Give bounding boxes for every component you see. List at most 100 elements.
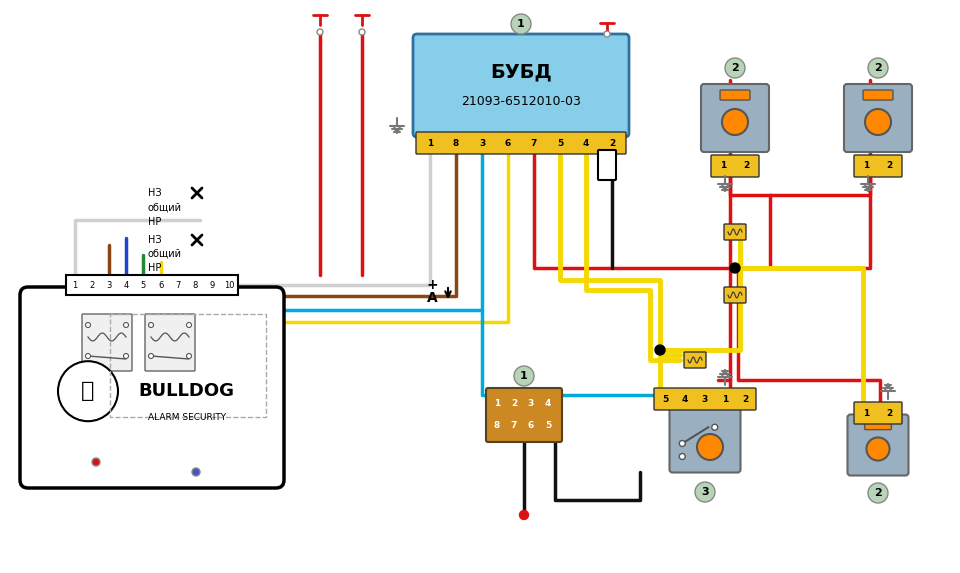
Text: 5: 5: [545, 422, 551, 430]
Circle shape: [192, 468, 200, 476]
Text: 1: 1: [427, 139, 433, 147]
FancyBboxPatch shape: [854, 155, 902, 177]
Circle shape: [149, 323, 154, 328]
FancyBboxPatch shape: [854, 402, 902, 424]
Text: 9: 9: [209, 281, 215, 289]
Circle shape: [867, 437, 890, 461]
Text: 5: 5: [141, 281, 146, 289]
FancyBboxPatch shape: [684, 352, 706, 368]
Circle shape: [604, 31, 610, 37]
FancyBboxPatch shape: [413, 34, 629, 137]
Text: 3: 3: [479, 139, 485, 147]
Text: 2: 2: [742, 394, 748, 403]
Text: 7: 7: [511, 422, 517, 430]
Text: 3: 3: [107, 281, 111, 289]
FancyBboxPatch shape: [20, 287, 284, 488]
FancyBboxPatch shape: [848, 414, 908, 476]
Text: ALARM SECURITY: ALARM SECURITY: [148, 413, 226, 422]
Text: НР: НР: [148, 263, 161, 273]
Circle shape: [865, 109, 891, 135]
Text: 2: 2: [732, 63, 739, 73]
Circle shape: [695, 482, 715, 502]
FancyBboxPatch shape: [669, 402, 740, 473]
Text: 7: 7: [531, 139, 538, 147]
Text: 1: 1: [72, 281, 77, 289]
Text: 2: 2: [875, 488, 882, 498]
FancyBboxPatch shape: [598, 150, 616, 180]
Circle shape: [519, 511, 529, 520]
Text: 8: 8: [493, 422, 500, 430]
FancyBboxPatch shape: [145, 314, 195, 371]
FancyBboxPatch shape: [66, 275, 238, 295]
Circle shape: [711, 424, 718, 430]
Circle shape: [655, 345, 665, 355]
Circle shape: [868, 483, 888, 503]
FancyBboxPatch shape: [654, 388, 756, 410]
Text: 1: 1: [720, 162, 727, 171]
Text: 1: 1: [517, 19, 525, 29]
Text: 5: 5: [661, 394, 668, 403]
Text: БУБД: БУБД: [491, 62, 552, 82]
Circle shape: [511, 14, 531, 34]
Circle shape: [722, 109, 748, 135]
Text: 2: 2: [511, 399, 517, 409]
Text: 4: 4: [682, 394, 688, 403]
Text: общий: общий: [148, 203, 182, 213]
Text: 2: 2: [886, 162, 893, 171]
Text: 6: 6: [505, 139, 511, 147]
Circle shape: [317, 29, 323, 35]
Text: общий: общий: [148, 249, 182, 259]
FancyBboxPatch shape: [711, 155, 759, 177]
FancyBboxPatch shape: [720, 90, 750, 100]
Text: 🐕: 🐕: [82, 381, 95, 401]
FancyBboxPatch shape: [701, 84, 769, 152]
Text: 2: 2: [743, 162, 750, 171]
Text: 7: 7: [175, 281, 180, 289]
Circle shape: [124, 354, 129, 359]
Text: 8: 8: [192, 281, 198, 289]
Text: BULLDOG: BULLDOG: [138, 382, 234, 400]
Text: 1: 1: [722, 394, 728, 403]
Text: 2: 2: [875, 63, 882, 73]
Circle shape: [680, 441, 685, 446]
Circle shape: [514, 366, 534, 386]
FancyBboxPatch shape: [844, 84, 912, 152]
Text: 21093-6512010-03: 21093-6512010-03: [461, 95, 581, 108]
FancyBboxPatch shape: [863, 90, 893, 100]
Circle shape: [697, 434, 723, 460]
Text: 1: 1: [863, 409, 870, 418]
Circle shape: [680, 453, 685, 460]
Circle shape: [730, 263, 740, 273]
Text: 4: 4: [124, 281, 129, 289]
Text: 1: 1: [863, 162, 870, 171]
Circle shape: [58, 361, 118, 421]
Text: НЗ: НЗ: [148, 188, 161, 198]
Text: 2: 2: [609, 139, 615, 147]
Text: 2: 2: [886, 409, 893, 418]
Text: НР: НР: [148, 217, 161, 227]
Text: 8: 8: [453, 139, 459, 147]
Text: 5: 5: [557, 139, 564, 147]
Text: 6: 6: [157, 281, 163, 289]
Text: 4: 4: [583, 139, 589, 147]
Circle shape: [186, 354, 191, 359]
Text: 1: 1: [520, 371, 528, 381]
FancyBboxPatch shape: [865, 421, 892, 430]
FancyBboxPatch shape: [82, 314, 132, 371]
Text: 3: 3: [701, 487, 708, 497]
Text: 10: 10: [224, 281, 234, 289]
Circle shape: [124, 323, 129, 328]
Text: 4: 4: [545, 399, 551, 409]
Circle shape: [85, 354, 90, 359]
Text: 3: 3: [702, 394, 708, 403]
Circle shape: [92, 458, 100, 466]
Text: 3: 3: [528, 399, 534, 409]
Circle shape: [85, 323, 90, 328]
Circle shape: [868, 58, 888, 78]
Text: 1: 1: [493, 399, 500, 409]
Text: +: +: [426, 278, 438, 292]
FancyBboxPatch shape: [724, 224, 746, 240]
FancyBboxPatch shape: [486, 388, 562, 442]
Circle shape: [359, 29, 365, 35]
Circle shape: [725, 58, 745, 78]
